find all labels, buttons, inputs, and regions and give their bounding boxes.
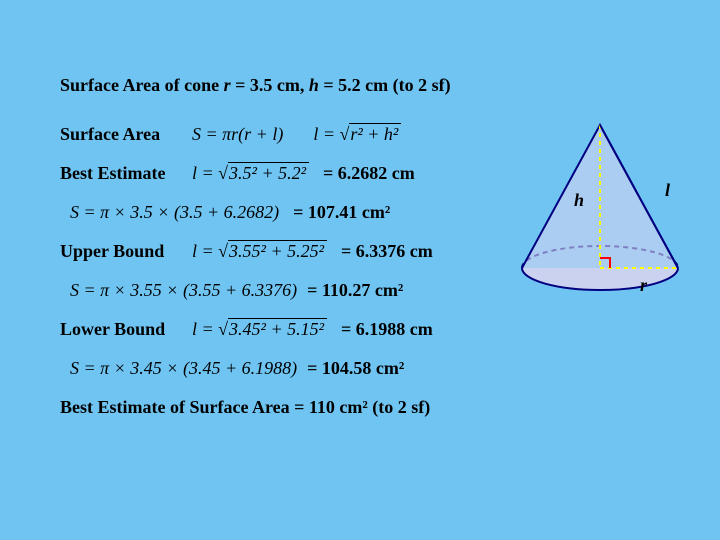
title-prefix: Surface Area of cone: [60, 75, 224, 95]
upper-l-result: = 6.3376 cm: [341, 241, 433, 262]
title-comma: ,: [300, 75, 309, 95]
surface-area-S-formula: S = πr(r + l): [192, 124, 283, 145]
title-r-sym: r: [224, 75, 231, 95]
best-l-formula: l = 3.5² + 5.2²: [192, 163, 309, 184]
lower-l-result: = 6.1988 cm: [341, 319, 433, 340]
lower-bound-label: Lower Bound: [60, 319, 180, 340]
lower-S-result: = 104.58 cm²: [307, 358, 404, 379]
best-l-result: = 6.2682 cm: [323, 163, 415, 184]
cone-h-label: h: [574, 190, 584, 211]
l-lhs: l =: [313, 124, 339, 144]
title: Surface Area of cone r = 3.5 cm, h = 5.2…: [60, 75, 660, 96]
lower-l-rad: 3.45² + 5.15²: [228, 318, 327, 339]
best-S-formula: S = π × 3.5 × (3.5 + 6.2682): [70, 202, 279, 223]
best-l-lhs: l =: [192, 163, 218, 183]
l-rad: r² + h²: [349, 123, 401, 144]
lower-l-lhs: l =: [192, 319, 218, 339]
best-l-rad: 3.5² + 5.2²: [228, 162, 309, 183]
final-text: Best Estimate of Surface Area = 110 cm² …: [60, 397, 430, 418]
upper-l-rad: 3.55² + 5.25²: [228, 240, 327, 261]
upper-l-lhs: l =: [192, 241, 218, 261]
surface-area-l-formula: l = r² + h²: [313, 124, 401, 145]
cone-l-label: l: [665, 180, 670, 201]
title-r-val: = 3.5 cm: [231, 75, 300, 95]
surface-area-label: Surface Area: [60, 124, 180, 145]
cone-diagram: h l r: [510, 120, 690, 305]
final-row: Best Estimate of Surface Area = 110 cm² …: [60, 397, 660, 418]
title-h-val: = 5.2 cm (to 2 sf): [319, 75, 451, 95]
upper-S-result: = 110.27 cm²: [307, 280, 403, 301]
lower-S-row: S = π × 3.45 × (3.45 + 6.1988) = 104.58 …: [60, 358, 660, 379]
upper-l-formula: l = 3.55² + 5.25²: [192, 241, 327, 262]
lower-bound-row: Lower Bound l = 3.45² + 5.15² = 6.1988 c…: [60, 319, 660, 340]
lower-S-formula: S = π × 3.45 × (3.45 + 6.1988): [70, 358, 297, 379]
cone-r-label: r: [640, 275, 647, 296]
best-estimate-label: Best Estimate: [60, 163, 180, 184]
lower-l-formula: l = 3.45² + 5.15²: [192, 319, 327, 340]
upper-bound-label: Upper Bound: [60, 241, 180, 262]
best-S-result: = 107.41 cm²: [293, 202, 390, 223]
title-h-sym: h: [309, 75, 319, 95]
upper-S-formula: S = π × 3.55 × (3.55 + 6.3376): [70, 280, 297, 301]
